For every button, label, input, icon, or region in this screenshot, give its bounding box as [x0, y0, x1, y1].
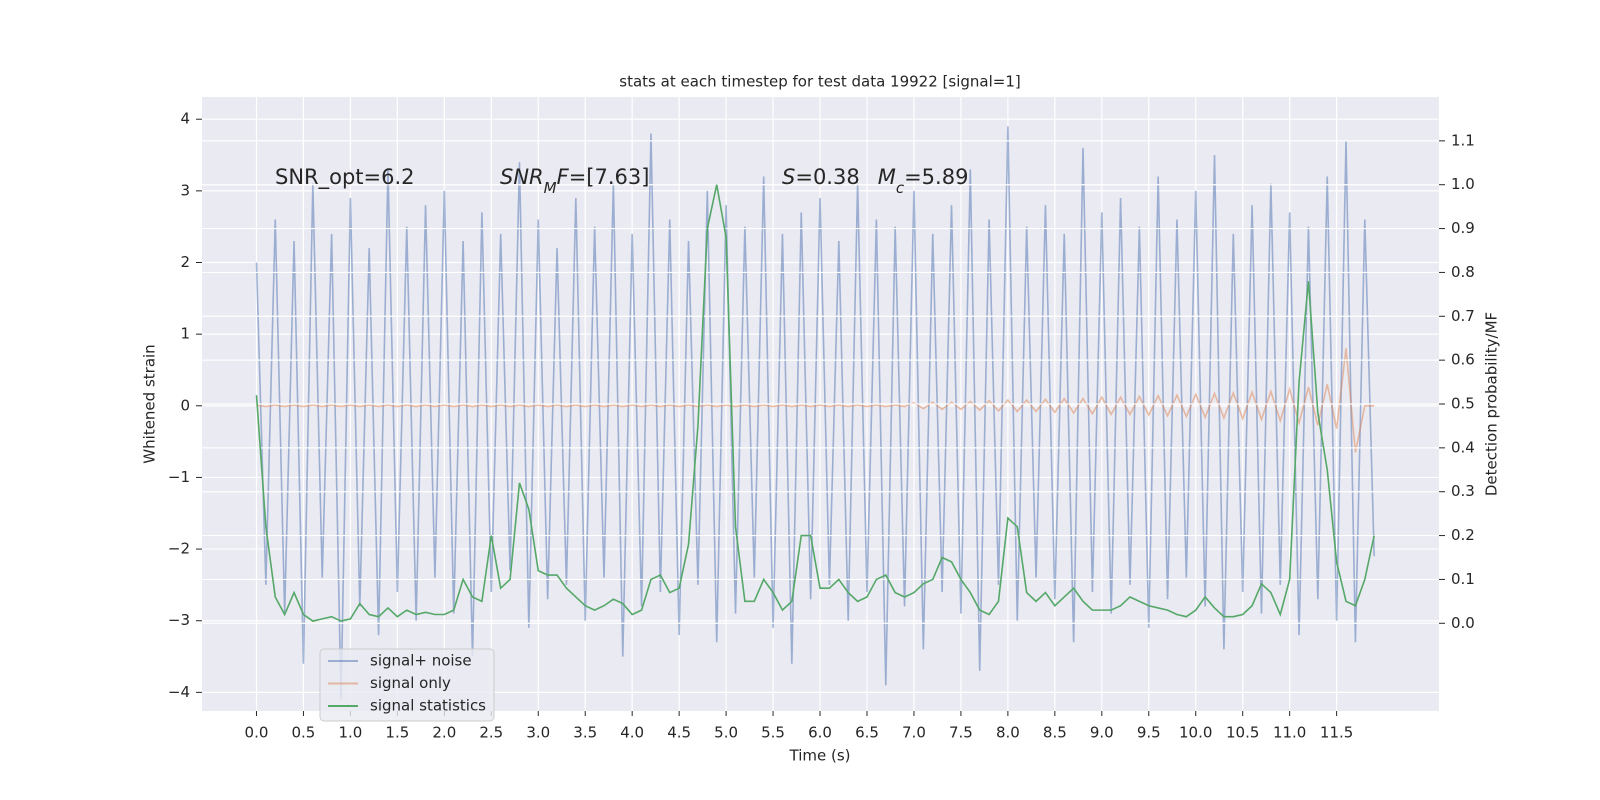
y2-tick-label: 0.1 [1451, 570, 1475, 588]
y2-tick-label: 0.4 [1451, 438, 1475, 456]
annotation-part: F [557, 165, 570, 189]
x-tick-label: 0.5 [292, 724, 316, 742]
series-line [255, 184, 1375, 622]
x-tick-label: 4.0 [620, 724, 644, 742]
y2-tick-label: 0.5 [1451, 395, 1475, 413]
annotation-part: SNR [500, 165, 544, 189]
legend-label: signal only [370, 674, 451, 692]
y-tick-label: 0 [180, 396, 190, 414]
y2-tick-label: 0.9 [1451, 219, 1475, 237]
y-tick-label: 3 [180, 181, 190, 199]
annotation-part: c [896, 179, 905, 197]
x-tick-label: 8.5 [1043, 724, 1067, 742]
annotation-part: =0.38 [795, 165, 859, 189]
y2-tick-label: 0.3 [1451, 482, 1475, 500]
x-tick-label: 2.5 [479, 724, 503, 742]
x-tick-label: 3.5 [573, 724, 597, 742]
y-tick-label: −2 [168, 540, 190, 558]
x-tick-label: 7.0 [902, 724, 926, 742]
y2-tick-label: 0.2 [1451, 526, 1475, 544]
x-tick-label: 10.0 [1179, 724, 1212, 742]
x-tick-label: 6.5 [855, 724, 879, 742]
series-line [256, 348, 1375, 453]
annotation-part: =[7.63] [569, 165, 650, 189]
y-tick-label: −1 [168, 468, 190, 486]
y2-tick-label: 0.8 [1451, 263, 1475, 281]
y2-tick-label: 1.1 [1451, 131, 1475, 149]
y2-tick-label: 1.0 [1451, 175, 1475, 193]
x-tick-label: 10.5 [1226, 724, 1259, 742]
x-tick-label: 2.0 [432, 724, 456, 742]
y-axis-label: Whitened strain [141, 344, 159, 463]
y2-axis-label: Detection probability/MF [1483, 312, 1501, 496]
x-tick-label: 9.5 [1137, 724, 1161, 742]
x-tick-label: 0.0 [245, 724, 269, 742]
x-tick-label: 1.0 [338, 724, 362, 742]
legend-label: signal statistics [370, 697, 486, 715]
x-tick-label: 3.0 [526, 724, 550, 742]
x-tick-label: 7.5 [949, 724, 973, 742]
x-tick-label: 11.0 [1273, 724, 1306, 742]
annotation-part: =5.89 [904, 165, 968, 189]
x-tick-label: 5.5 [761, 724, 785, 742]
y-tick-label: −3 [168, 611, 190, 629]
y-tick-label: 1 [180, 325, 190, 343]
annotation-part: SNR_opt=6.2 [275, 165, 415, 190]
x-axis-label: Time (s) [789, 747, 851, 765]
y-tick-label: −4 [168, 683, 190, 701]
y2-tick-label: 0.7 [1451, 307, 1475, 325]
y-tick-label: 4 [180, 110, 190, 128]
x-tick-label: 11.5 [1320, 724, 1353, 742]
series-line [255, 126, 1375, 700]
chart-title: stats at each timestep for test data 199… [619, 73, 1020, 91]
y2-tick-label: 0.6 [1451, 351, 1475, 369]
x-tick-label: 1.5 [385, 724, 409, 742]
annotation: SNRMF=[7.63] [500, 165, 649, 197]
y2-tick-label: 0.0 [1451, 614, 1475, 632]
annotation-part: M [878, 165, 896, 189]
annotation: S=0.38 Mc=5.89 [782, 165, 968, 197]
x-tick-label: 6.0 [808, 724, 832, 742]
legend-box [319, 648, 495, 722]
annotation-part: S [782, 165, 795, 189]
x-tick-label: 9.0 [1090, 724, 1114, 742]
x-tick-label: 8.0 [996, 724, 1020, 742]
legend-label: signal+ noise [370, 652, 472, 670]
annotation-part: M [544, 179, 557, 197]
x-tick-label: 4.5 [667, 724, 691, 742]
y-tick-label: 2 [180, 253, 190, 271]
annotation: SNR_opt=6.2 [275, 165, 415, 190]
x-tick-label: 5.0 [714, 724, 738, 742]
